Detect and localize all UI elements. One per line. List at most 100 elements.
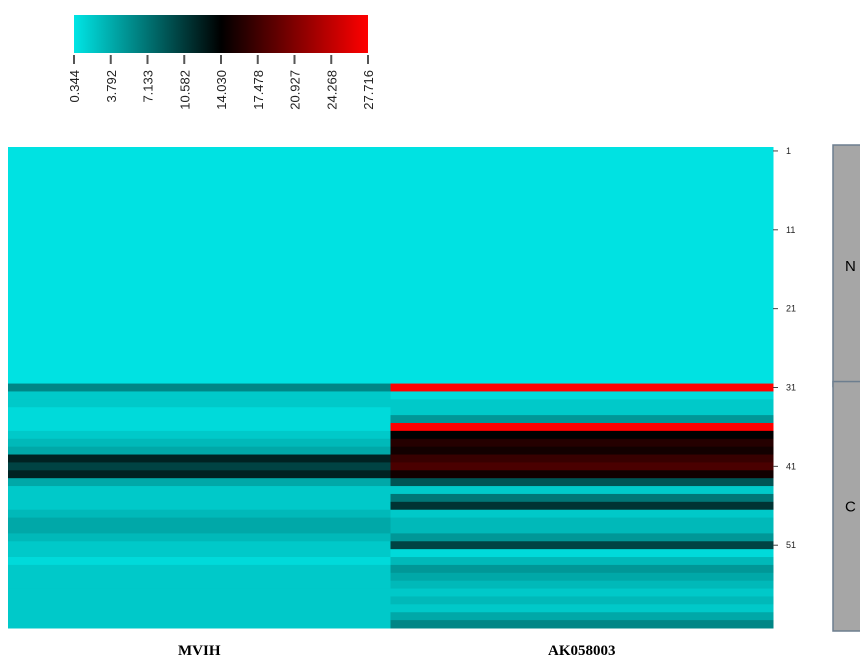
heatmap-cell bbox=[390, 493, 774, 503]
heatmap-cell bbox=[8, 564, 391, 574]
column-labels: MVIH AK058003 bbox=[178, 643, 616, 659]
heatmap-cell bbox=[8, 415, 391, 424]
heatmap-cell bbox=[390, 202, 774, 211]
heatmap-cell bbox=[8, 462, 391, 471]
heatmap-cell bbox=[8, 438, 391, 448]
heatmap-cell bbox=[390, 557, 774, 566]
group-box bbox=[832, 380, 860, 632]
colorbar-tick-label: 14.030 bbox=[214, 70, 229, 110]
heatmap-cell bbox=[390, 620, 774, 629]
colorbar-tick-label: 3.792 bbox=[104, 70, 119, 103]
heatmap-cell bbox=[390, 241, 774, 251]
heatmap-cell bbox=[390, 178, 774, 187]
heatmap-cell bbox=[8, 478, 391, 487]
heatmap-cell bbox=[390, 304, 774, 314]
heatmap-cell bbox=[8, 517, 391, 526]
colorbar-ticks: 0.344 3.792 7.133 10.582 14.030 17.478 20.927 2… bbox=[67, 55, 376, 110]
row-tick-label: 31 bbox=[786, 383, 796, 393]
heatmap-cell bbox=[8, 596, 391, 605]
heatmap-cell bbox=[8, 470, 391, 479]
heatmap-cell bbox=[390, 588, 774, 597]
heatmap-cell bbox=[390, 281, 774, 290]
heatmap-cell bbox=[8, 210, 391, 219]
heatmap-cell bbox=[390, 320, 774, 329]
heatmap-cell bbox=[390, 399, 774, 408]
heatmap-cell bbox=[8, 202, 391, 211]
heatmap-cell bbox=[8, 217, 391, 227]
heatmap-cell bbox=[390, 462, 774, 471]
heatmap-cell bbox=[390, 154, 774, 164]
column-label: MVIH bbox=[178, 643, 221, 659]
heatmap-cell bbox=[8, 367, 391, 377]
heatmap-cell bbox=[390, 328, 774, 337]
heatmap-cell bbox=[390, 312, 774, 321]
heatmap-cell bbox=[8, 454, 391, 463]
heatmap-cell bbox=[8, 186, 391, 195]
heatmap-cell bbox=[8, 399, 391, 408]
heatmap-cell bbox=[390, 446, 774, 456]
group-annotations: NC bbox=[832, 144, 860, 632]
heatmap-cell bbox=[390, 217, 774, 227]
colorbar-tick-label: 24.268 bbox=[324, 70, 339, 110]
colorbar-tick-label: 20.927 bbox=[288, 70, 303, 110]
heatmap-cell bbox=[390, 336, 774, 345]
heatmap-cell bbox=[390, 501, 774, 511]
heatmap-cell bbox=[8, 249, 391, 258]
heatmap-cell bbox=[390, 422, 774, 432]
colorbar-gradient bbox=[74, 15, 368, 53]
heatmap-cell bbox=[390, 533, 774, 542]
heatmap-cell bbox=[8, 178, 391, 187]
heatmap-cell bbox=[8, 604, 391, 613]
heatmap-cell bbox=[8, 344, 391, 353]
heatmap-cell bbox=[390, 194, 774, 203]
heatmap-cell bbox=[8, 170, 391, 180]
heatmap-cell bbox=[390, 415, 774, 424]
heatmap-cell bbox=[8, 162, 391, 172]
heatmap-cell bbox=[390, 580, 774, 590]
row-tick-label: 51 bbox=[786, 540, 796, 550]
heatmap-cell bbox=[390, 438, 774, 448]
heatmap-cell bbox=[8, 612, 391, 621]
heatmap-cell bbox=[8, 257, 391, 266]
heatmap-cell bbox=[390, 470, 774, 479]
heatmap-cell bbox=[390, 604, 774, 613]
colorbar-tick-label: 17.478 bbox=[251, 70, 266, 110]
heatmap-cell bbox=[8, 296, 391, 306]
row-tick-label: 1 bbox=[786, 146, 791, 156]
heatmap-cell bbox=[390, 375, 774, 385]
heatmap-cell bbox=[8, 509, 391, 519]
heatmap-cell bbox=[390, 612, 774, 621]
heatmap-cell bbox=[390, 296, 774, 306]
row-tick-label: 11 bbox=[786, 225, 795, 235]
heatmap-cell bbox=[8, 265, 391, 274]
heatmap-cell bbox=[8, 288, 391, 298]
heatmap-cell bbox=[8, 352, 391, 361]
heatmap-cell bbox=[390, 454, 774, 463]
colorbar-tick-label: 7.133 bbox=[141, 70, 156, 103]
heatmap-cell bbox=[390, 596, 774, 605]
heatmap-cell bbox=[8, 430, 391, 440]
heatmap-cell bbox=[8, 580, 391, 590]
heatmap-cell bbox=[390, 383, 774, 392]
heatmap-cells bbox=[8, 147, 774, 629]
row-tick-label: 41 bbox=[786, 461, 796, 471]
heatmap-cell bbox=[8, 312, 391, 321]
heatmap-cell bbox=[390, 352, 774, 361]
heatmap-cell bbox=[8, 422, 391, 432]
heatmap-cell bbox=[8, 154, 391, 164]
heatmap-cell bbox=[390, 210, 774, 219]
heatmap-cell bbox=[390, 517, 774, 526]
heatmap-cell bbox=[390, 344, 774, 353]
heatmap-cell bbox=[390, 186, 774, 195]
heatmap-cell bbox=[390, 478, 774, 487]
heatmap-cell bbox=[390, 509, 774, 519]
heatmap-cell bbox=[8, 541, 391, 550]
heatmap-cell bbox=[8, 273, 391, 282]
heatmap-cell bbox=[390, 572, 774, 582]
heatmap-cell bbox=[390, 225, 774, 235]
row-tick-label: 21 bbox=[786, 304, 796, 314]
heatmap-cell bbox=[390, 407, 774, 416]
heatmap-cell bbox=[8, 557, 391, 566]
